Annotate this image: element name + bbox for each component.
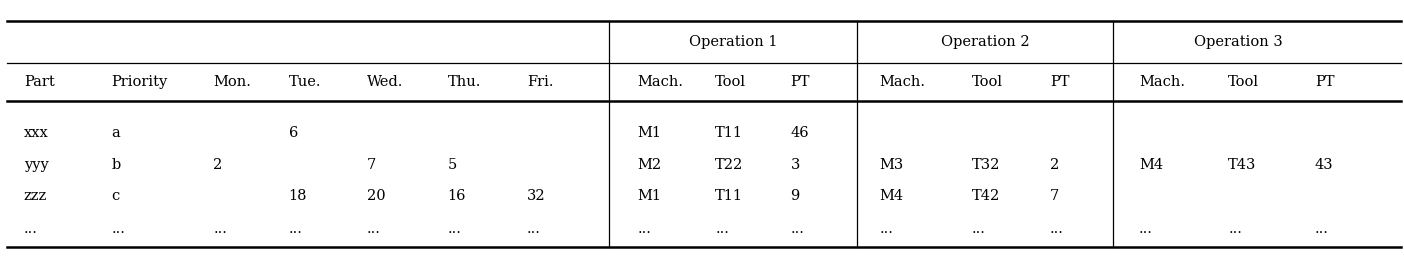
Text: Wed.: Wed. — [366, 75, 403, 89]
Text: 18: 18 — [289, 189, 307, 203]
Text: ...: ... — [715, 222, 729, 236]
Text: Thu.: Thu. — [448, 75, 482, 89]
Text: ...: ... — [366, 222, 380, 236]
Text: b: b — [111, 158, 121, 172]
Text: Mach.: Mach. — [637, 75, 684, 89]
Text: PT: PT — [790, 75, 810, 89]
Text: ...: ... — [24, 222, 38, 236]
Text: M1: M1 — [637, 189, 661, 203]
Text: Priority: Priority — [111, 75, 168, 89]
Text: Fri.: Fri. — [526, 75, 553, 89]
Text: Tool: Tool — [1228, 75, 1259, 89]
Text: Tool: Tool — [715, 75, 747, 89]
Text: 2: 2 — [213, 158, 223, 172]
Text: ...: ... — [1314, 222, 1328, 236]
Text: 6: 6 — [289, 126, 298, 140]
Text: ...: ... — [972, 222, 986, 236]
Text: T22: T22 — [715, 158, 744, 172]
Text: ...: ... — [1050, 222, 1064, 236]
Text: ...: ... — [526, 222, 541, 236]
Text: ...: ... — [111, 222, 125, 236]
Text: ...: ... — [1139, 222, 1153, 236]
Text: Operation 3: Operation 3 — [1193, 35, 1282, 49]
Text: 7: 7 — [366, 158, 376, 172]
Text: M4: M4 — [880, 189, 904, 203]
Text: Mach.: Mach. — [1139, 75, 1185, 89]
Text: c: c — [111, 189, 119, 203]
Text: ...: ... — [213, 222, 227, 236]
Text: Operation 1: Operation 1 — [689, 35, 778, 49]
Text: M1: M1 — [637, 126, 661, 140]
Text: T11: T11 — [715, 189, 743, 203]
Text: ...: ... — [790, 222, 804, 236]
Text: T32: T32 — [972, 158, 1000, 172]
Text: a: a — [111, 126, 121, 140]
Text: 9: 9 — [790, 189, 800, 203]
Text: T43: T43 — [1228, 158, 1257, 172]
Text: 43: 43 — [1314, 158, 1334, 172]
Text: xxx: xxx — [24, 126, 49, 140]
Text: T11: T11 — [715, 126, 743, 140]
Text: 2: 2 — [1050, 158, 1059, 172]
Text: PT: PT — [1314, 75, 1334, 89]
Text: Tool: Tool — [972, 75, 1002, 89]
Text: 32: 32 — [526, 189, 546, 203]
Text: yyy: yyy — [24, 158, 49, 172]
Text: ...: ... — [1228, 222, 1243, 236]
Text: M3: M3 — [880, 158, 904, 172]
Text: Part: Part — [24, 75, 55, 89]
Text: Mach.: Mach. — [880, 75, 925, 89]
Text: 7: 7 — [1050, 189, 1059, 203]
Text: M4: M4 — [1139, 158, 1163, 172]
Text: T42: T42 — [972, 189, 1000, 203]
Text: 20: 20 — [366, 189, 385, 203]
Text: ...: ... — [880, 222, 894, 236]
Text: Tue.: Tue. — [289, 75, 322, 89]
Text: zzz: zzz — [24, 189, 46, 203]
Text: 5: 5 — [448, 158, 456, 172]
Text: M2: M2 — [637, 158, 661, 172]
Text: ...: ... — [448, 222, 462, 236]
Text: 3: 3 — [790, 158, 800, 172]
Text: Operation 2: Operation 2 — [942, 35, 1031, 49]
Text: 46: 46 — [790, 126, 809, 140]
Text: Mon.: Mon. — [213, 75, 251, 89]
Text: ...: ... — [289, 222, 302, 236]
Text: 16: 16 — [448, 189, 466, 203]
Text: ...: ... — [637, 222, 651, 236]
Text: PT: PT — [1050, 75, 1070, 89]
